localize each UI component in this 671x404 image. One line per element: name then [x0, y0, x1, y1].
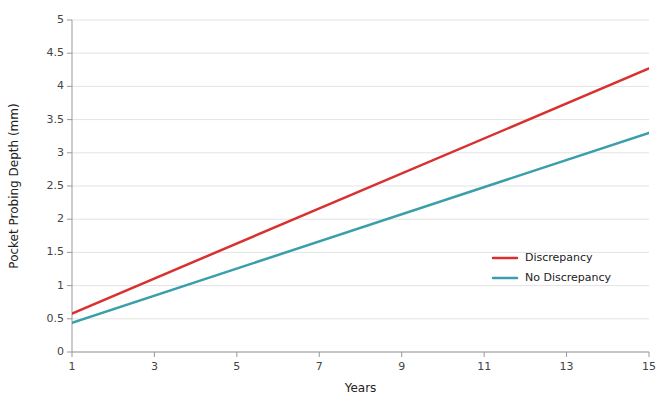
chart: 00.511.522.533.544.5513579111315YearsPoc… [0, 0, 671, 404]
x-axis-line [72, 352, 649, 353]
x-tick-label: 1 [69, 360, 76, 373]
y-axis-label: Pocket Probing Depth (mm) [7, 103, 21, 268]
x-tick [236, 352, 237, 357]
x-tick-label: 5 [233, 360, 240, 373]
legend-swatch [493, 277, 517, 280]
y-tick [67, 219, 72, 220]
x-tick [566, 352, 567, 357]
x-tick [649, 352, 650, 357]
y-tick [67, 119, 72, 120]
y-tick [67, 352, 72, 353]
y-tick-label: 5 [57, 13, 64, 26]
y-tick-label: 1.5 [47, 245, 65, 258]
x-tick [72, 352, 73, 357]
y-tick-label: 2 [57, 212, 64, 225]
y-tick [67, 53, 72, 54]
x-tick-label: 15 [642, 360, 656, 373]
grid-line [72, 186, 649, 187]
grid-line [72, 152, 649, 153]
y-tick [67, 152, 72, 153]
grid-line [72, 352, 649, 353]
grid [72, 20, 649, 352]
y-axis-line [72, 20, 73, 352]
grid-line [72, 318, 649, 319]
y-tick-label: 3 [57, 146, 64, 159]
y-tick-label: 4.5 [47, 46, 65, 59]
grid-line [72, 53, 649, 54]
legend-label: Discrepancy [525, 251, 593, 264]
grid-line [72, 285, 649, 286]
legend-swatch [493, 257, 517, 260]
x-tick-label: 3 [151, 360, 158, 373]
x-tick [319, 352, 320, 357]
y-tick-label: 1 [57, 279, 64, 292]
legend: Discrepancy No Discrepancy [493, 251, 612, 284]
y-tick-label: 0 [57, 345, 64, 358]
y-tick-label: 2.5 [47, 179, 65, 192]
y-tick-label: 3.5 [47, 113, 65, 126]
series-line [72, 68, 649, 313]
x-tick [154, 352, 155, 357]
plot-area [72, 68, 649, 322]
y-tick [67, 252, 72, 253]
grid-line [72, 119, 649, 120]
legend-label: No Discrepancy [525, 271, 612, 284]
x-tick-label: 7 [316, 360, 323, 373]
grid-line [72, 219, 649, 220]
x-tick-label: 13 [560, 360, 574, 373]
y-tick [67, 285, 72, 286]
x-tick [484, 352, 485, 357]
y-tick [67, 86, 72, 87]
x-axis-label: Years [344, 381, 377, 395]
x-tick-label: 9 [398, 360, 405, 373]
y-tick-label: 0.5 [47, 312, 65, 325]
series-line [72, 133, 649, 323]
y-tick [67, 318, 72, 319]
grid-line [72, 20, 649, 21]
y-tick [67, 186, 72, 187]
x-tick-label: 11 [477, 360, 491, 373]
y-tick [67, 20, 72, 21]
y-tick-label: 4 [57, 79, 64, 92]
grid-line [72, 86, 649, 87]
x-tick [401, 352, 402, 357]
